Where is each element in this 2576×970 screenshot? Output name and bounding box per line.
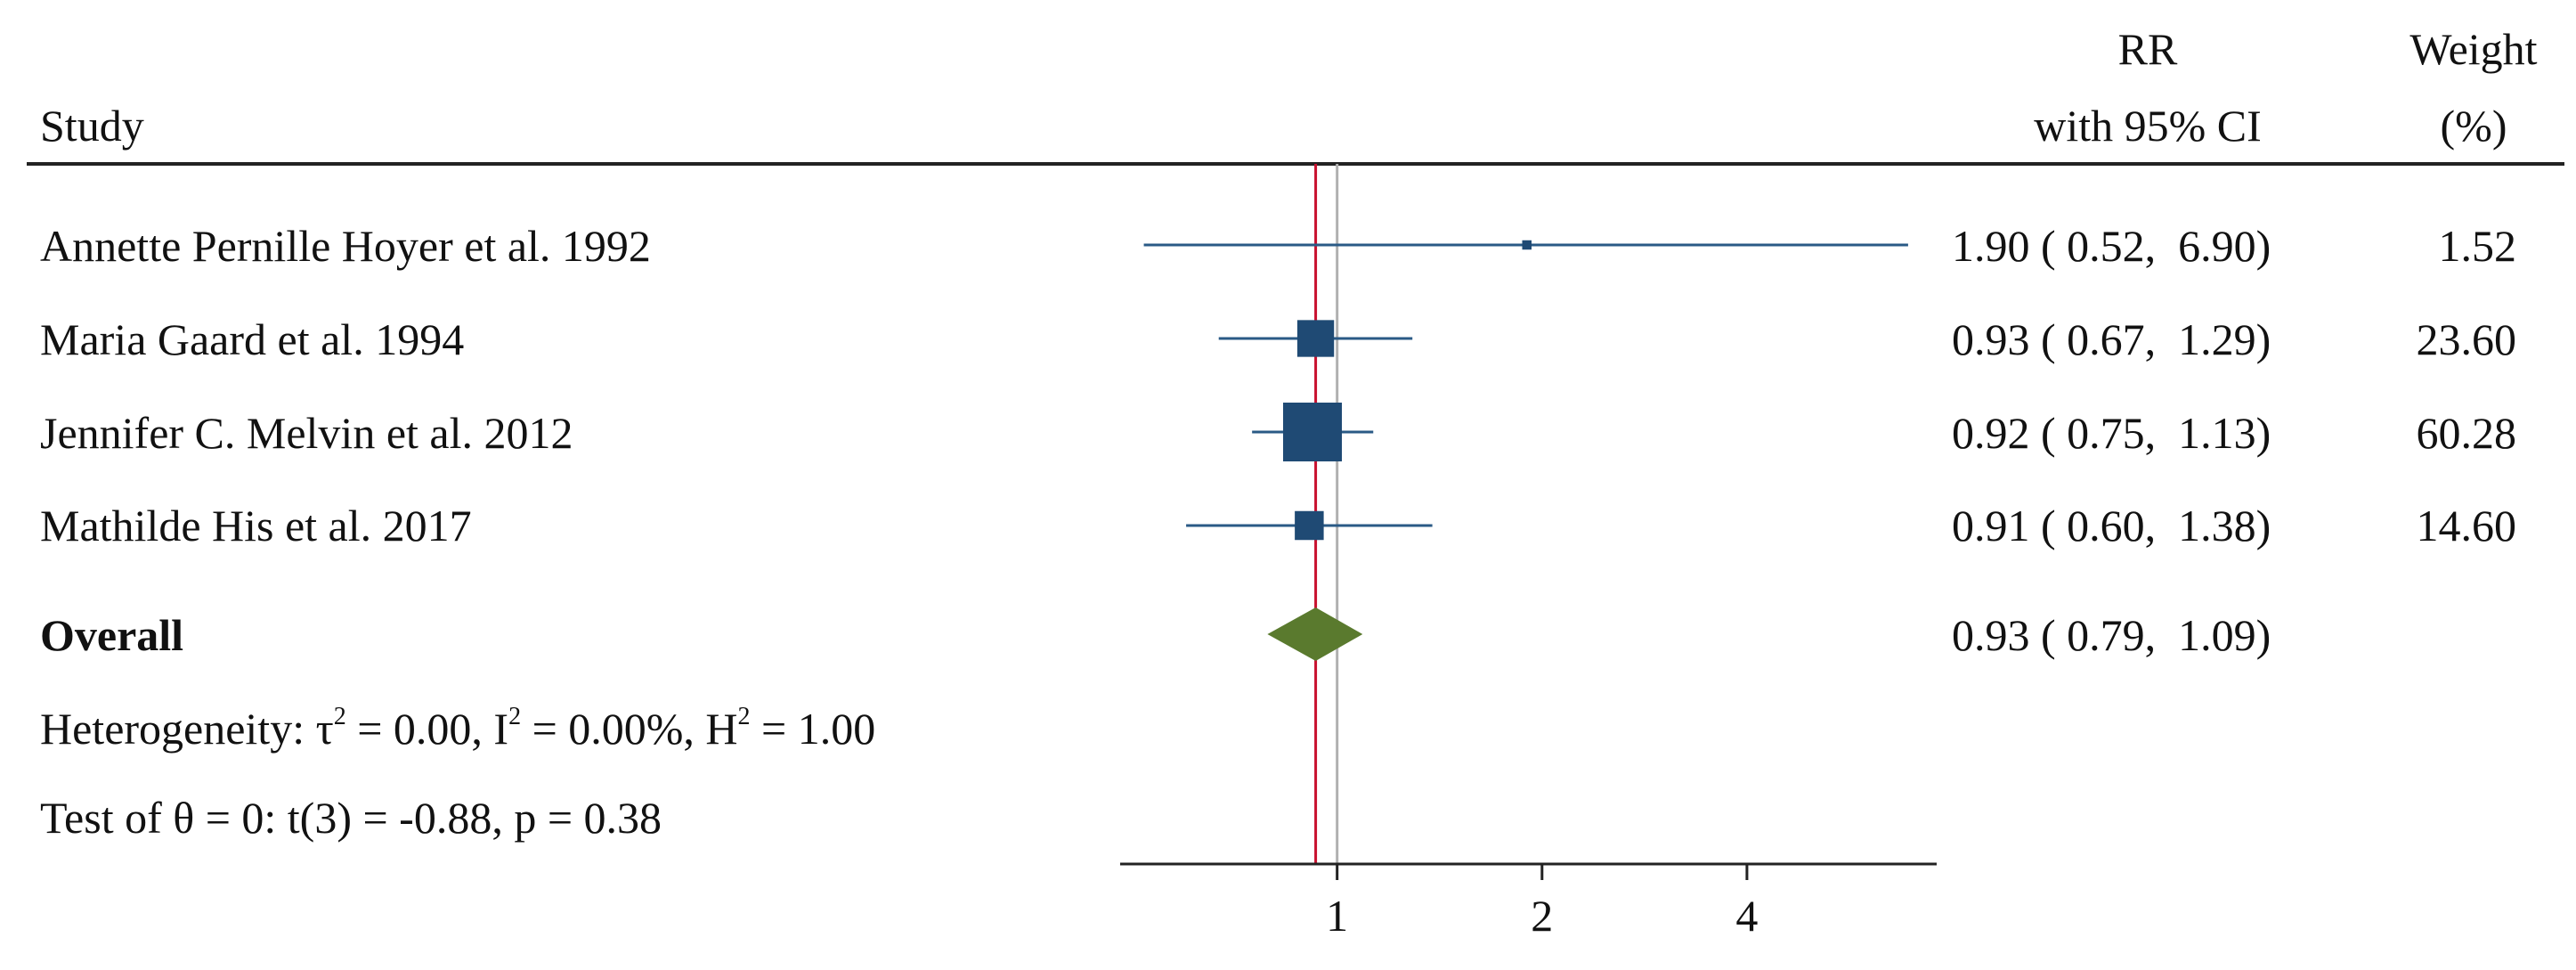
overall-label: Overall [40, 610, 183, 660]
ci-text: 0.92 ( 0.75, 1.13) [1952, 408, 2271, 458]
heterogeneity-text: Heterogeneity: τ2 = 0.00, I2 = 0.00%, H2… [40, 703, 875, 754]
study-row: Maria Gaard et al. 1994 0.93 ( 0.67, 1.2… [40, 314, 2516, 364]
study-label: Mathilde His et al. 2017 [40, 501, 472, 550]
header-weight-pct: (%) [2441, 101, 2507, 151]
study-label: Jennifer C. Melvin et al. 2012 [40, 408, 573, 458]
header-rr-ci: with 95% CI [2034, 101, 2262, 151]
x-axis-ticks: 1 2 4 [1326, 864, 1758, 941]
effect-marker [1522, 240, 1532, 250]
study-label: Maria Gaard et al. 1994 [40, 314, 464, 364]
effect-marker [1296, 320, 1335, 357]
effect-marker [1282, 403, 1342, 461]
ci-text: 0.91 ( 0.60, 1.38) [1952, 501, 2271, 550]
test-text: Test of θ = 0: t(3) = -0.88, p = 0.38 [40, 793, 662, 843]
overall-ci-text: 0.93 ( 0.79, 1.09) [1952, 610, 2271, 660]
overall-diamond [1267, 607, 1363, 661]
study-row: Jennifer C. Melvin et al. 2012 0.92 ( 0.… [40, 403, 2516, 461]
weight-text: 1.52 [2439, 221, 2517, 271]
study-label: Annette Pernille Hoyer et al. 1992 [40, 221, 651, 271]
effect-marker [1295, 510, 1324, 541]
study-row: Mathilde His et al. 2017 0.91 ( 0.60, 1.… [40, 501, 2516, 550]
x-tick-label: 4 [1735, 891, 1758, 941]
x-tick-label: 1 [1326, 891, 1348, 941]
weight-text: 60.28 [2417, 408, 2517, 458]
header-rr: RR [2118, 24, 2178, 74]
ci-text: 1.90 ( 0.52, 6.90) [1952, 221, 2271, 271]
weight-text: 23.60 [2417, 314, 2517, 364]
header-study: Study [40, 101, 144, 151]
weight-text: 14.60 [2417, 501, 2517, 550]
study-row: Annette Pernille Hoyer et al. 1992 1.90 … [40, 221, 2516, 271]
x-tick-label: 2 [1531, 891, 1553, 941]
ci-text: 0.93 ( 0.67, 1.29) [1952, 314, 2271, 364]
header-weight: Weight [2409, 24, 2537, 74]
